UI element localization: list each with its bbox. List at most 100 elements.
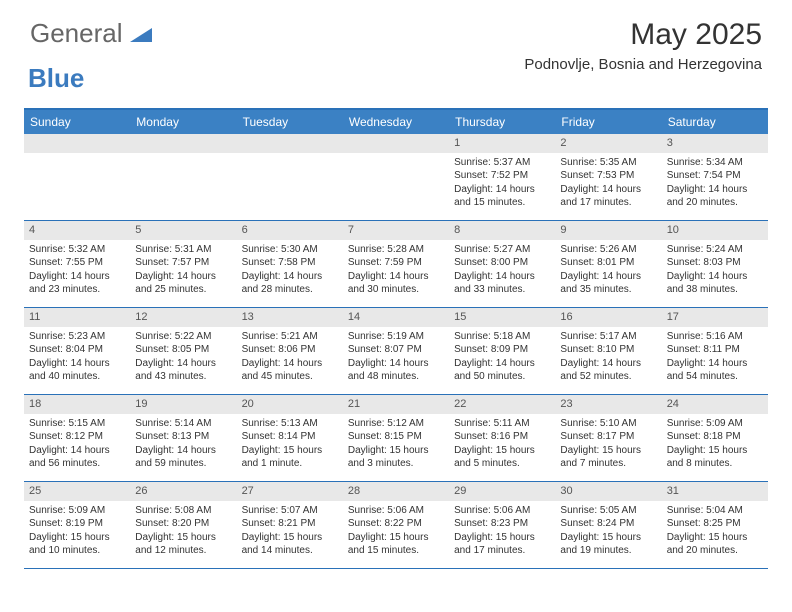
day-number: 30 (555, 482, 661, 501)
day-cell: 4Sunrise: 5:32 AMSunset: 7:55 PMDaylight… (24, 221, 130, 307)
week-row: 4Sunrise: 5:32 AMSunset: 7:55 PMDaylight… (24, 221, 768, 308)
week-row: 25Sunrise: 5:09 AMSunset: 8:19 PMDayligh… (24, 482, 768, 569)
daylight-line: Daylight: 14 hours and 38 minutes. (667, 270, 763, 297)
day-number: 10 (662, 221, 768, 240)
daylight-line: Daylight: 14 hours and 20 minutes. (667, 183, 763, 210)
sunrise-line: Sunrise: 5:09 AM (667, 417, 763, 431)
day-cell: 7Sunrise: 5:28 AMSunset: 7:59 PMDaylight… (343, 221, 449, 307)
sunset-line: Sunset: 8:20 PM (135, 517, 231, 531)
sunset-line: Sunset: 8:17 PM (560, 430, 656, 444)
sunrise-line: Sunrise: 5:10 AM (560, 417, 656, 431)
sunset-line: Sunset: 8:03 PM (667, 256, 763, 270)
day-cell: 1Sunrise: 5:37 AMSunset: 7:52 PMDaylight… (449, 134, 555, 220)
sunset-line: Sunset: 8:10 PM (560, 343, 656, 357)
sunset-line: Sunset: 8:06 PM (242, 343, 338, 357)
day-cell: 17Sunrise: 5:16 AMSunset: 8:11 PMDayligh… (662, 308, 768, 394)
day-number: 2 (555, 134, 661, 153)
sunrise-line: Sunrise: 5:14 AM (135, 417, 231, 431)
sunrise-line: Sunrise: 5:06 AM (454, 504, 550, 518)
sunrise-line: Sunrise: 5:21 AM (242, 330, 338, 344)
daylight-line: Daylight: 14 hours and 48 minutes. (348, 357, 444, 384)
sunrise-line: Sunrise: 5:37 AM (454, 156, 550, 170)
sunset-line: Sunset: 8:04 PM (29, 343, 125, 357)
day-number: 4 (24, 221, 130, 240)
sunrise-line: Sunrise: 5:05 AM (560, 504, 656, 518)
day-cell: 19Sunrise: 5:14 AMSunset: 8:13 PMDayligh… (130, 395, 236, 481)
daylight-line: Daylight: 14 hours and 35 minutes. (560, 270, 656, 297)
day-cell: 20Sunrise: 5:13 AMSunset: 8:14 PMDayligh… (237, 395, 343, 481)
dow-cell: Thursday (449, 110, 555, 134)
sunrise-line: Sunrise: 5:17 AM (560, 330, 656, 344)
dow-cell: Saturday (662, 110, 768, 134)
day-number: 16 (555, 308, 661, 327)
daylight-line: Daylight: 14 hours and 33 minutes. (454, 270, 550, 297)
daylight-line: Daylight: 14 hours and 15 minutes. (454, 183, 550, 210)
day-number: 5 (130, 221, 236, 240)
dow-cell: Tuesday (237, 110, 343, 134)
day-number (24, 134, 130, 153)
sunset-line: Sunset: 8:14 PM (242, 430, 338, 444)
week-row: 18Sunrise: 5:15 AMSunset: 8:12 PMDayligh… (24, 395, 768, 482)
sunrise-line: Sunrise: 5:06 AM (348, 504, 444, 518)
day-number: 18 (24, 395, 130, 414)
day-cell: 22Sunrise: 5:11 AMSunset: 8:16 PMDayligh… (449, 395, 555, 481)
day-number (130, 134, 236, 153)
day-number: 6 (237, 221, 343, 240)
logo-arrow-icon (130, 24, 152, 47)
sunset-line: Sunset: 8:25 PM (667, 517, 763, 531)
daylight-line: Daylight: 15 hours and 17 minutes. (454, 531, 550, 558)
sunrise-line: Sunrise: 5:15 AM (29, 417, 125, 431)
day-cell (343, 134, 449, 220)
sunrise-line: Sunrise: 5:08 AM (135, 504, 231, 518)
daylight-line: Daylight: 14 hours and 25 minutes. (135, 270, 231, 297)
day-cell: 27Sunrise: 5:07 AMSunset: 8:21 PMDayligh… (237, 482, 343, 568)
sunrise-line: Sunrise: 5:35 AM (560, 156, 656, 170)
day-number: 13 (237, 308, 343, 327)
day-cell: 28Sunrise: 5:06 AMSunset: 8:22 PMDayligh… (343, 482, 449, 568)
day-number: 31 (662, 482, 768, 501)
daylight-line: Daylight: 14 hours and 23 minutes. (29, 270, 125, 297)
day-number: 17 (662, 308, 768, 327)
day-cell: 2Sunrise: 5:35 AMSunset: 7:53 PMDaylight… (555, 134, 661, 220)
sunset-line: Sunset: 8:13 PM (135, 430, 231, 444)
daylight-line: Daylight: 14 hours and 56 minutes. (29, 444, 125, 471)
day-number: 7 (343, 221, 449, 240)
sunrise-line: Sunrise: 5:19 AM (348, 330, 444, 344)
sunset-line: Sunset: 8:05 PM (135, 343, 231, 357)
daylight-line: Daylight: 15 hours and 14 minutes. (242, 531, 338, 558)
sunrise-line: Sunrise: 5:27 AM (454, 243, 550, 257)
day-cell: 10Sunrise: 5:24 AMSunset: 8:03 PMDayligh… (662, 221, 768, 307)
day-number: 19 (130, 395, 236, 414)
sunset-line: Sunset: 8:23 PM (454, 517, 550, 531)
daylight-line: Daylight: 14 hours and 30 minutes. (348, 270, 444, 297)
day-cell: 30Sunrise: 5:05 AMSunset: 8:24 PMDayligh… (555, 482, 661, 568)
day-number (343, 134, 449, 153)
day-cell: 6Sunrise: 5:30 AMSunset: 7:58 PMDaylight… (237, 221, 343, 307)
day-cell: 31Sunrise: 5:04 AMSunset: 8:25 PMDayligh… (662, 482, 768, 568)
day-number: 3 (662, 134, 768, 153)
day-cell: 23Sunrise: 5:10 AMSunset: 8:17 PMDayligh… (555, 395, 661, 481)
sunset-line: Sunset: 8:24 PM (560, 517, 656, 531)
dow-cell: Monday (130, 110, 236, 134)
daylight-line: Daylight: 15 hours and 20 minutes. (667, 531, 763, 558)
dow-cell: Sunday (24, 110, 130, 134)
calendar-grid: SundayMondayTuesdayWednesdayThursdayFrid… (24, 108, 768, 569)
dow-cell: Wednesday (343, 110, 449, 134)
daylight-line: Daylight: 15 hours and 1 minute. (242, 444, 338, 471)
daylight-line: Daylight: 14 hours and 40 minutes. (29, 357, 125, 384)
sunset-line: Sunset: 7:52 PM (454, 169, 550, 183)
day-of-week-header: SundayMondayTuesdayWednesdayThursdayFrid… (24, 110, 768, 134)
day-cell: 15Sunrise: 5:18 AMSunset: 8:09 PMDayligh… (449, 308, 555, 394)
sunset-line: Sunset: 8:15 PM (348, 430, 444, 444)
day-cell: 12Sunrise: 5:22 AMSunset: 8:05 PMDayligh… (130, 308, 236, 394)
day-number: 12 (130, 308, 236, 327)
daylight-line: Daylight: 15 hours and 12 minutes. (135, 531, 231, 558)
sunset-line: Sunset: 8:12 PM (29, 430, 125, 444)
dow-cell: Friday (555, 110, 661, 134)
daylight-line: Daylight: 14 hours and 52 minutes. (560, 357, 656, 384)
sunrise-line: Sunrise: 5:31 AM (135, 243, 231, 257)
day-cell (237, 134, 343, 220)
sunset-line: Sunset: 8:22 PM (348, 517, 444, 531)
sunset-line: Sunset: 8:09 PM (454, 343, 550, 357)
sunrise-line: Sunrise: 5:32 AM (29, 243, 125, 257)
